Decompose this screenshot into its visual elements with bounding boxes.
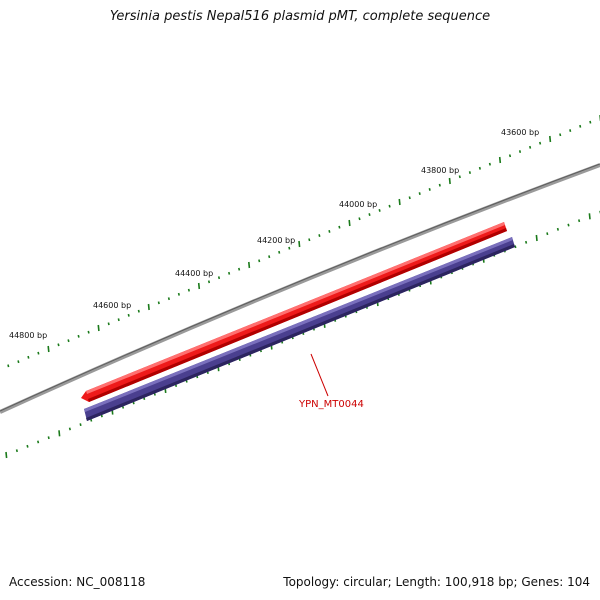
reverse-gene-feature[interactable] bbox=[84, 237, 515, 421]
outer-minor-tick bbox=[117, 318, 120, 322]
outer-minor-tick bbox=[258, 259, 261, 263]
outer-minor-tick bbox=[7, 364, 10, 368]
inner-minor-tick bbox=[37, 440, 40, 444]
gene-label[interactable]: YPN_MT0044 bbox=[298, 399, 364, 410]
backbone-circle bbox=[0, 163, 600, 414]
outer-major-tick bbox=[348, 219, 351, 227]
outer-minor-tick bbox=[17, 360, 20, 364]
outer-minor-tick bbox=[137, 309, 140, 313]
outer-major-tick bbox=[448, 177, 451, 185]
outer-major-tick bbox=[498, 156, 502, 164]
outer-minor-tick bbox=[589, 120, 592, 124]
inner-minor-tick bbox=[15, 449, 18, 453]
outer-minor-tick bbox=[177, 292, 180, 296]
outer-minor-tick bbox=[408, 196, 411, 200]
inner-minor-tick bbox=[525, 240, 528, 244]
outer-minor-tick bbox=[228, 271, 231, 275]
accession-text: Accession: NC_008118 bbox=[9, 575, 146, 589]
outer-minor-tick bbox=[107, 322, 110, 326]
outer-major-tick bbox=[147, 303, 150, 311]
tick-label-44800: 44800 bp bbox=[9, 331, 47, 340]
outer-minor-tick bbox=[57, 343, 60, 347]
inner-minor-tick bbox=[556, 227, 559, 231]
outer-minor-tick bbox=[468, 171, 471, 174]
topology-summary: Topology: circular; Length: 100,918 bp; … bbox=[283, 575, 590, 589]
tick-label-44400: 44400 bp bbox=[175, 269, 213, 278]
outer-minor-tick bbox=[268, 255, 271, 259]
outer-minor-tick bbox=[539, 141, 542, 145]
outer-minor-tick bbox=[478, 166, 481, 170]
outer-major-tick bbox=[398, 198, 401, 206]
outer-minor-tick bbox=[207, 280, 211, 284]
outer-minor-tick bbox=[518, 150, 522, 153]
forward-gene-feature[interactable] bbox=[81, 222, 507, 402]
outer-minor-tick bbox=[328, 230, 331, 233]
outer-minor-tick bbox=[187, 288, 190, 292]
backbone-highlight bbox=[0, 163, 600, 412]
inner-minor-tick bbox=[68, 427, 71, 431]
outer-minor-tick bbox=[569, 129, 572, 132]
inner-minor-tick bbox=[47, 436, 50, 440]
tick-label-44200: 44200 bp bbox=[257, 236, 295, 245]
outer-minor-tick bbox=[318, 234, 321, 237]
outer-major-tick bbox=[298, 240, 301, 248]
inner-minor-tick bbox=[546, 232, 549, 236]
inner-minor-tick bbox=[79, 423, 82, 427]
outer-minor-tick bbox=[358, 217, 361, 221]
outer-minor-tick bbox=[157, 301, 160, 305]
outer-minor-tick bbox=[378, 209, 381, 212]
outer-minor-tick bbox=[508, 154, 512, 158]
tick-label-43800: 43800 bp bbox=[421, 166, 459, 175]
outer-minor-tick bbox=[27, 355, 30, 359]
map-title: Yersinia pestis Nepal516 plasmid pMT, co… bbox=[109, 9, 491, 24]
outer-minor-tick bbox=[288, 246, 291, 250]
outer-minor-tick bbox=[559, 133, 562, 137]
outer-minor-tick bbox=[458, 175, 461, 179]
outer-minor-tick bbox=[77, 334, 80, 338]
inner-minor-tick bbox=[90, 418, 93, 422]
outer-minor-tick bbox=[67, 339, 70, 343]
outer-major-tick bbox=[248, 261, 251, 269]
outer-minor-tick bbox=[579, 124, 582, 128]
outer-minor-tick bbox=[428, 188, 431, 191]
outer-minor-tick bbox=[87, 330, 90, 334]
tick-label-44000: 44000 bp bbox=[339, 200, 377, 209]
inner-minor-tick bbox=[26, 444, 29, 448]
tick-label-43600: 43600 bp bbox=[501, 128, 539, 137]
inner-minor-tick bbox=[578, 219, 581, 223]
outer-minor-tick bbox=[37, 351, 40, 355]
tick-label-44600: 44600 bp bbox=[93, 301, 131, 310]
outer-major-tick bbox=[97, 324, 100, 332]
outer-minor-tick bbox=[388, 204, 391, 208]
outer-major-tick bbox=[197, 282, 201, 290]
outer-minor-tick bbox=[217, 276, 221, 280]
outer-minor-tick bbox=[368, 213, 371, 216]
outer-minor-tick bbox=[338, 225, 341, 229]
outer-minor-tick bbox=[438, 183, 441, 187]
inner-minor-tick bbox=[514, 245, 517, 249]
outer-minor-tick bbox=[529, 145, 532, 149]
inner-minor-tick bbox=[100, 414, 103, 418]
inner-major-tick bbox=[535, 234, 538, 242]
outer-minor-tick bbox=[127, 313, 130, 317]
inner-major-tick bbox=[5, 451, 8, 459]
inner-minor-tick bbox=[567, 223, 570, 227]
outer-major-tick bbox=[47, 345, 50, 353]
gene-label-leader bbox=[310, 353, 329, 397]
outer-tick-track bbox=[7, 115, 600, 368]
outer-minor-tick bbox=[278, 250, 281, 254]
inner-major-tick bbox=[588, 213, 591, 220]
outer-minor-tick bbox=[308, 238, 311, 242]
tick-labels: 43600 bp 43800 bp 44000 bp 44200 bp 4440… bbox=[9, 128, 539, 340]
inner-major-tick bbox=[58, 430, 61, 437]
outer-minor-tick bbox=[488, 162, 491, 166]
outer-minor-tick bbox=[238, 267, 241, 271]
outer-minor-tick bbox=[418, 192, 421, 195]
outer-minor-tick bbox=[167, 297, 170, 301]
outer-major-tick bbox=[549, 135, 552, 143]
